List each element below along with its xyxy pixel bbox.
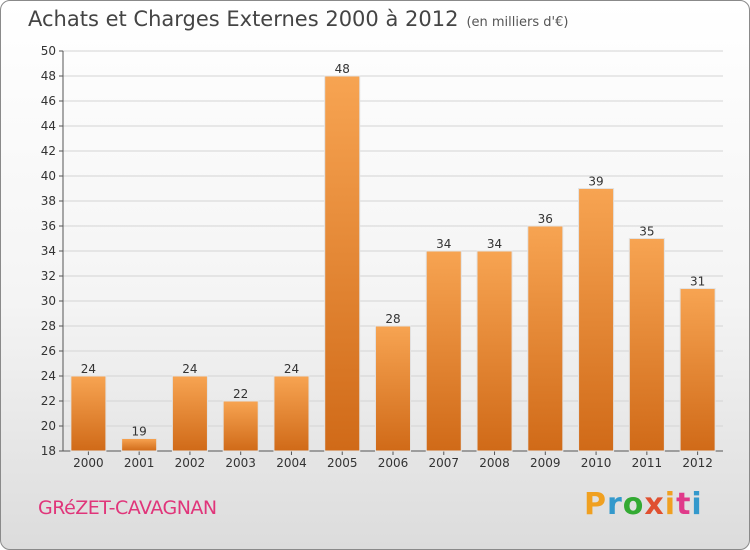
data-label-2000: 24 — [81, 362, 96, 376]
bar-2012[interactable] — [679, 288, 716, 452]
labels: 18 20 22 24 26 28 30 32 34 36 38 40 42 44 46 48 50 2000 24… — [41, 44, 713, 470]
logo-letter: t — [676, 487, 692, 522]
bar-2004[interactable] — [273, 375, 310, 452]
y-tick-label: 44 — [41, 119, 56, 133]
chart-title-text: Achats et Charges Externes 2000 à 2012 — [28, 7, 459, 31]
x-tick-label: 2010 — [581, 456, 612, 470]
data-label-2004: 24 — [284, 362, 299, 376]
bar-2008[interactable] — [476, 250, 513, 452]
x-tick-label: 2004 — [276, 456, 307, 470]
x-tick-label: 2006 — [378, 456, 409, 470]
data-label-2007: 34 — [436, 237, 451, 251]
bar-2006[interactable] — [374, 325, 412, 452]
y-tick-label: 28 — [41, 319, 56, 333]
x-tick-label: 2009 — [530, 456, 561, 470]
y-tick-label: 32 — [41, 269, 56, 283]
y-tick-label: 18 — [41, 444, 56, 458]
y-tick-label: 48 — [41, 69, 56, 83]
proxiti-logo[interactable]: Proxiti — [584, 487, 703, 522]
commune-name: GRéZET-CAVAGNAN — [38, 497, 217, 519]
x-tick-label: 2005 — [327, 456, 358, 470]
chart-title: Achats et Charges Externes 2000 à 2012 (e… — [28, 7, 568, 31]
logo-letter: P — [584, 487, 607, 522]
y-tick-label: 24 — [41, 369, 56, 383]
x-tick-label: 2011 — [632, 456, 663, 470]
y-tick-label: 26 — [41, 344, 56, 358]
y-tick-label: 46 — [41, 94, 56, 108]
data-label-2002: 24 — [182, 362, 197, 376]
logo-letter: i — [691, 487, 703, 522]
bar-2001[interactable] — [121, 438, 158, 452]
chart-subtitle: (en milliers d'€) — [466, 15, 569, 30]
data-label-2009: 36 — [538, 212, 553, 226]
y-tick-label: 50 — [41, 44, 56, 58]
logo-letter: x — [644, 487, 665, 522]
bar-2003[interactable] — [222, 400, 259, 452]
logo-letter: r — [607, 487, 623, 522]
bar-2011[interactable] — [628, 238, 665, 452]
bar-2002[interactable] — [171, 375, 208, 452]
data-label-2001: 19 — [132, 425, 147, 439]
bar-2000[interactable] — [70, 375, 107, 452]
bar-2005[interactable] — [324, 75, 361, 452]
bar-2009[interactable] — [527, 225, 564, 452]
x-tick-label: 2001 — [124, 456, 155, 470]
bars — [70, 75, 716, 452]
data-label-2003: 22 — [233, 387, 248, 401]
y-tick-label: 38 — [41, 194, 56, 208]
bar-2007[interactable] — [425, 250, 462, 452]
bar-2010[interactable] — [578, 188, 615, 452]
x-tick-label: 2000 — [73, 456, 104, 470]
y-tick-label: 22 — [41, 394, 56, 408]
data-label-2010: 39 — [588, 175, 603, 189]
x-tick-label: 2007 — [428, 456, 459, 470]
y-tick-label: 34 — [41, 244, 56, 258]
x-tick-label: 2008 — [479, 456, 510, 470]
data-label-2012: 31 — [690, 275, 705, 289]
data-label-2005: 48 — [335, 62, 350, 76]
x-tick-label: 2003 — [225, 456, 256, 470]
y-tick-label: 30 — [41, 294, 56, 308]
y-tick-label: 42 — [41, 144, 56, 158]
x-tick-label: 2012 — [682, 456, 713, 470]
y-tick-label: 20 — [41, 419, 56, 433]
data-label-2006: 28 — [385, 312, 400, 326]
y-tick-label: 36 — [41, 219, 56, 233]
data-label-2008: 34 — [487, 237, 502, 251]
x-tick-label: 2002 — [175, 456, 206, 470]
logo-letter: i — [664, 487, 677, 522]
logo-letter: o — [622, 487, 645, 522]
y-tick-label: 40 — [41, 169, 56, 183]
data-label-2011: 35 — [639, 225, 654, 239]
